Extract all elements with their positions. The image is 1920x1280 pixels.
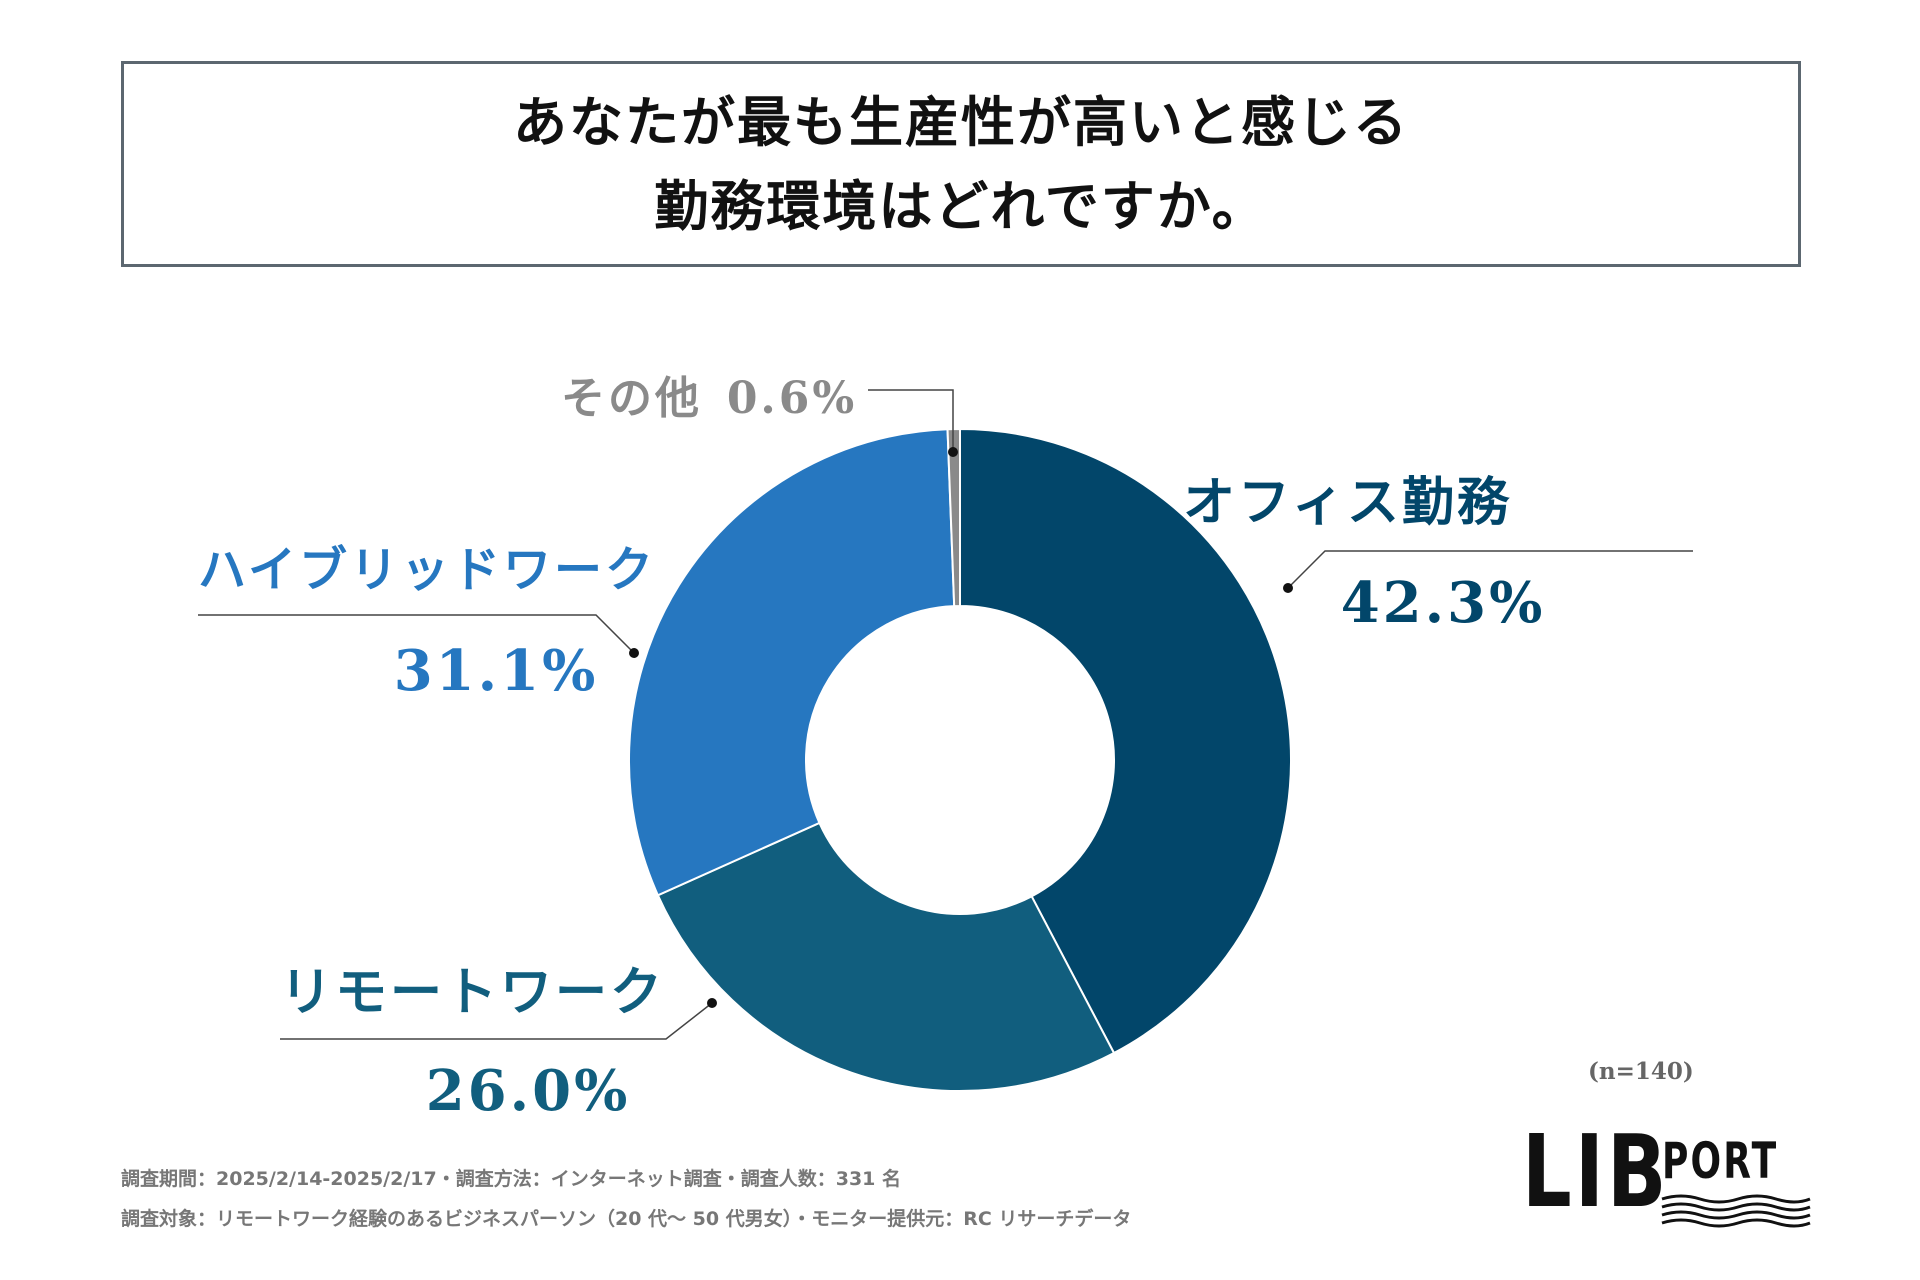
- slice-other: [946, 427, 961, 608]
- value-label-office: 42.3%: [1341, 570, 1546, 636]
- chart-title-line-2: 勤務環境はどれですか。: [654, 174, 1268, 238]
- leader-dot-hybrid: [629, 648, 639, 658]
- category-label-remote: リモートワーク: [280, 962, 665, 1023]
- logo-text-port: PORT: [1662, 1132, 1779, 1190]
- slice-office: [959, 427, 1292, 1055]
- chart-title-line-1: あなたが最も生産性が高いと感じる: [513, 90, 1409, 154]
- slice-hybrid: [628, 428, 956, 897]
- libport-logo: LIB PORT: [1522, 1117, 1812, 1230]
- title-box: あなたが最も生産性が高いと感じる 勤務環境はどれですか。: [121, 61, 1801, 267]
- value-label-remote: 26.0%: [426, 1058, 631, 1124]
- leader-line-hybrid: [198, 614, 635, 654]
- value-label-other: 0.6%: [727, 373, 857, 424]
- survey-footnote-1: 調査期間：2025/2/14-2025/2/17・調査方法：インターネット調査・…: [121, 1168, 902, 1190]
- leader-dot-remote: [707, 998, 717, 1008]
- value-label-hybrid: 31.1%: [394, 638, 599, 704]
- leader-dot-other: [948, 447, 958, 457]
- leader-line-remote: [280, 1002, 713, 1040]
- category-label-office: オフィス勤務: [1183, 472, 1512, 533]
- category-label-hybrid: ハイブリッドワーク: [198, 542, 656, 598]
- survey-footnote-2: 調査対象：リモートワーク経験のあるビジネスパーソン（20 代〜 50 代男女）・…: [121, 1208, 1132, 1230]
- logo-wave-icon: [1661, 1194, 1811, 1228]
- category-label-other: その他: [561, 373, 702, 424]
- leader-line-office: [1287, 550, 1693, 589]
- leader-dot-office: [1283, 583, 1293, 593]
- sample-size: (n=140): [1588, 1058, 1694, 1085]
- slice-remote: [656, 821, 1116, 1092]
- logo-text-lib: LIB: [1522, 1113, 1670, 1230]
- leader-line-other: [868, 389, 954, 452]
